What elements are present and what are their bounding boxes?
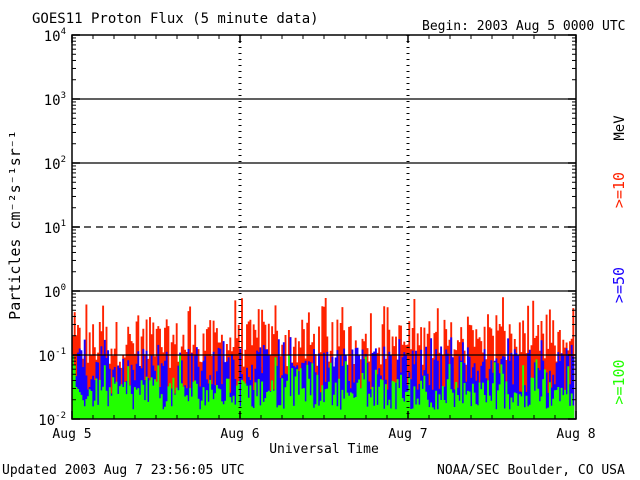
legend-series-10mev: >=10 bbox=[610, 172, 628, 208]
axis-layer: 10-2 10-1 100 101 102 103 104 Aug 5 Aug 6 Aug 7 Au… bbox=[38, 27, 595, 442]
updated-timestamp: Updated 2003 Aug 7 23:56:05 UTC bbox=[2, 463, 245, 478]
legend-series-100mev: >=100 bbox=[610, 359, 628, 404]
source-credit: NOAA/SEC Boulder, CO USA bbox=[437, 463, 625, 478]
ytick-label-0: 10-2 bbox=[38, 411, 66, 429]
xtick-label-2: Aug 7 bbox=[388, 427, 427, 442]
unit-label: MeV bbox=[612, 115, 628, 141]
y-axis-label: Particles cm⁻²s⁻¹sr⁻¹ bbox=[6, 130, 24, 320]
grid-layer bbox=[72, 35, 576, 419]
begin-date: Begin: 2003 Aug 5 0000 UTC bbox=[422, 19, 626, 34]
ytick-label-2: 100 bbox=[44, 283, 66, 301]
ytick-label-6: 104 bbox=[44, 27, 66, 45]
ytick-label-4: 102 bbox=[44, 155, 66, 173]
x-axis-label: Universal Time bbox=[269, 442, 379, 457]
chart-title: GOES11 Proton Flux (5 minute data) bbox=[32, 11, 319, 27]
xtick-label-1: Aug 6 bbox=[220, 427, 259, 442]
legend-series-50mev: >=50 bbox=[610, 267, 628, 303]
xtick-label-0: Aug 5 bbox=[52, 427, 91, 442]
ytick-label-5: 103 bbox=[44, 91, 66, 109]
ytick-label-1: 10-1 bbox=[38, 347, 66, 365]
xtick-label-3: Aug 8 bbox=[556, 427, 595, 442]
ytick-label-3: 101 bbox=[44, 219, 66, 237]
